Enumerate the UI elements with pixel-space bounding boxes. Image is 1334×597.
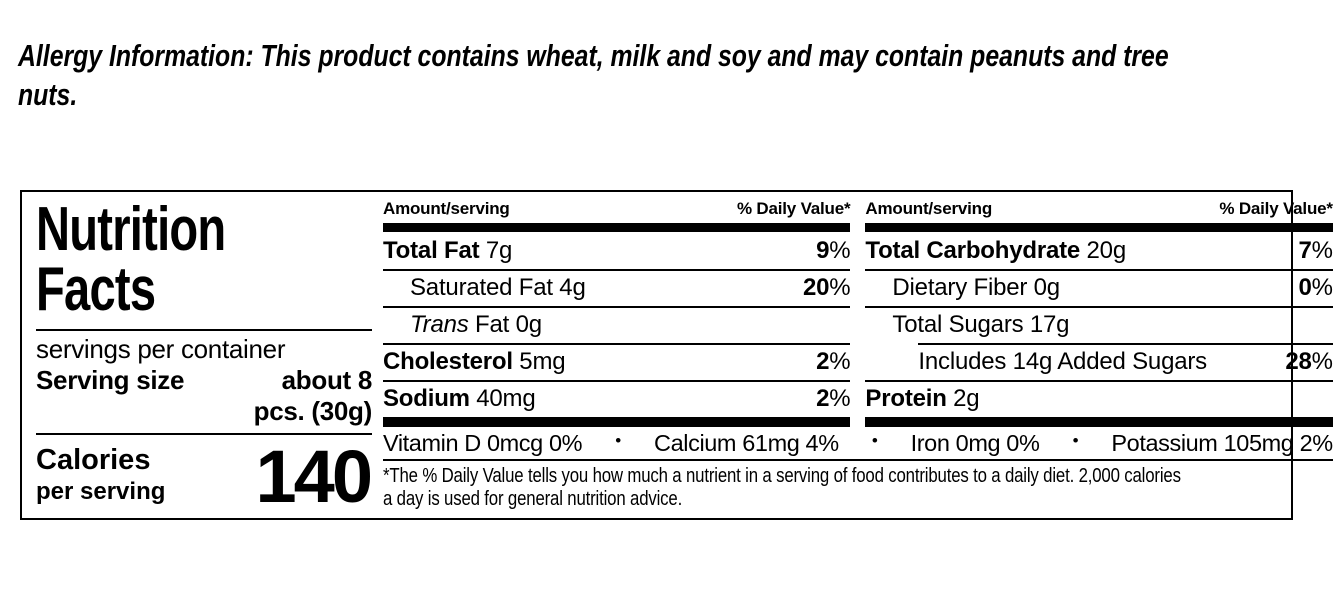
nutrient-row: Total Fat 7g 9% — [383, 232, 851, 269]
calories-label: Calories — [36, 444, 151, 476]
vitamin-item: Iron 0mg 0% — [910, 429, 1040, 456]
nutrient-row: Includes 14g Added Sugars 28% — [865, 343, 1333, 380]
nutrient-label: Total Fat 7g — [383, 236, 513, 264]
nutrient-label: Protein 2g — [865, 384, 980, 412]
nutrient-amount: 7g — [479, 236, 513, 264]
calories-block: Calories per serving 140 — [36, 435, 373, 518]
row-rule — [383, 269, 851, 271]
nutrient-row: Sodium 40mg 2% — [383, 380, 851, 417]
nutrient-amount: 40mg — [469, 384, 536, 412]
nutrient-row: Saturated Fat 4g 20% — [383, 269, 851, 306]
nutrient-label: Sodium 40mg — [383, 384, 536, 412]
divider-rule — [36, 329, 372, 331]
nutrient-row: Cholesterol 5mg 2% — [383, 343, 851, 380]
footnote-line: a day is used for general nutrition advi… — [383, 488, 683, 510]
nutrient-row: Total Sugars 17g — [865, 306, 1333, 343]
nutrient-amount: 17g — [1023, 310, 1070, 338]
thick-bar — [383, 417, 851, 427]
nutrient-label: Dietary Fiber 0g — [892, 273, 1061, 301]
nutrient-daily-value: 2% — [816, 347, 851, 375]
nutrient-label: Includes 14g Added Sugars — [918, 347, 1207, 375]
divider-rule — [36, 433, 372, 435]
column-header: Amount/serving % Daily Value* — [383, 192, 851, 223]
vitamin-item: Calcium 61mg 4% — [654, 429, 839, 456]
nutrient-amount: 2g — [946, 384, 980, 412]
allergy-line: nuts. — [18, 77, 78, 112]
nutrient-amount: 0g — [509, 310, 543, 338]
row-rule — [865, 306, 1333, 308]
nutrient-label: Saturated Fat 4g — [410, 273, 586, 301]
nutrient-amount: 5mg — [512, 347, 566, 375]
amount-serving-header: Amount/serving — [865, 199, 993, 218]
nutrition-label: Nutrition Facts servings per container Se… — [20, 190, 1333, 520]
nutrient-row: Protein 2g — [865, 380, 1333, 417]
nutrient-column: Amount/serving % Daily Value* Total Fat 7g… — [383, 192, 851, 427]
nutrient-label: Trans Fat 0g — [410, 310, 543, 338]
serving-size-row: Serving size about 8 — [36, 365, 372, 396]
nutrient-daily-value: 7% — [1298, 236, 1333, 264]
vitamin-item: Potassium 105mg 2% — [1111, 429, 1333, 456]
vitamins-row: Vitamin D 0mcg 0% • Calcium 61mg 4% • Iron 0… — [383, 427, 1333, 459]
amount-serving-header: Amount/serving — [383, 199, 510, 218]
row-rule — [865, 380, 1333, 382]
nutrient-column: Amount/serving % Daily Value* Total Carboh… — [865, 192, 1333, 427]
column-header: Amount/serving % Daily Value* — [865, 192, 1333, 223]
nutrient-amount: 20g — [1080, 236, 1127, 264]
row-rule — [918, 343, 1333, 345]
row-rule — [865, 269, 1333, 271]
row-rule — [383, 306, 851, 308]
nutrient-amount: 0g — [1027, 273, 1061, 301]
bullet-separator: • — [1072, 431, 1079, 450]
serving-size-value: about 8 — [281, 365, 373, 395]
bullet-separator: • — [615, 431, 621, 450]
nutrient-label: Total Carbohydrate 20g — [865, 236, 1127, 264]
allergy-line: Allergy Information: This product contai… — [18, 38, 1169, 73]
vitamin-item: Vitamin D 0mcg 0% — [383, 429, 583, 456]
nutrient-daily-value: 28% — [1285, 347, 1333, 375]
title-line: Facts — [36, 255, 156, 324]
serving-size-label: Serving size — [36, 365, 185, 395]
daily-value-header: % Daily Value* — [1219, 199, 1333, 218]
row-rule — [383, 343, 851, 345]
nutrition-label-right-section: Amount/serving % Daily Value* Total Fat 7g… — [383, 192, 1334, 518]
footnote-line: *The % Daily Value tells you how much a … — [383, 465, 1181, 487]
divider-rule — [383, 459, 1333, 461]
daily-value-header: % Daily Value* — [736, 199, 851, 218]
title-line: Nutrition — [36, 195, 226, 264]
bullet-separator: • — [871, 431, 878, 450]
thick-bar — [865, 417, 1333, 427]
thick-bar — [865, 223, 1333, 232]
nutrient-daily-value: 0% — [1298, 273, 1333, 301]
nutrient-daily-value: 20% — [802, 273, 851, 301]
allergy-statement: Allergy Information: This product contai… — [18, 36, 1169, 114]
nutrient-amount: 4g — [552, 273, 586, 301]
nutrient-row: Dietary Fiber 0g 0% — [865, 269, 1333, 306]
row-rule — [383, 380, 851, 382]
nutrient-label: Total Sugars 17g — [892, 310, 1070, 338]
calories-per-serving-label: per serving — [36, 478, 166, 505]
nutrition-facts-title: Nutrition Facts — [36, 195, 291, 324]
nutrient-label: Cholesterol 5mg — [383, 347, 566, 375]
thick-bar — [383, 223, 851, 232]
footnote: *The % Daily Value tells you how much a … — [383, 465, 1181, 511]
nutrient-daily-value: 9% — [816, 236, 851, 264]
nutrient-daily-value: 2% — [816, 384, 851, 412]
nutrient-row: Total Carbohydrate 20g 7% — [865, 232, 1333, 269]
servings-per-container: servings per container — [36, 334, 286, 364]
nutrient-columns: Amount/serving % Daily Value* Total Fat 7g… — [383, 192, 1333, 427]
nutrition-label-left-panel: Nutrition Facts servings per container Se… — [22, 192, 383, 518]
serving-size-value-line2: pcs. (30g) — [253, 396, 373, 426]
calories-value: 140 — [255, 435, 373, 518]
nutrient-row: Trans Fat 0g — [383, 306, 851, 343]
